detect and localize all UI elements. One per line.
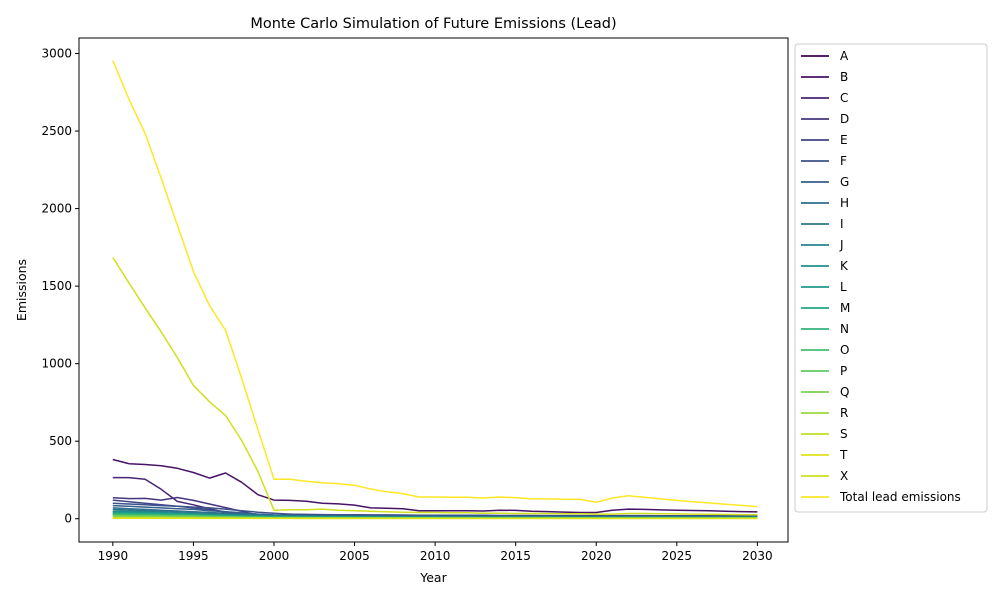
plot-area-frame [78,37,789,543]
x-tick-label: 2000 [259,549,290,563]
legend-label: O [840,343,849,357]
series-line [112,60,758,508]
legend-label: G [840,175,849,189]
y-tick-label: 1500 [41,279,72,293]
x-tick-label: 2010 [420,549,451,563]
x-axis: 1990 1995 2000 2005 2010 2015 2020 2025 2030 [98,542,773,563]
legend-label: D [840,112,849,126]
series-line [112,458,758,514]
x-tick-label: 2020 [581,549,612,563]
legend-label: T [839,448,848,462]
x-tick-label: 2030 [742,549,773,563]
y-tick-label: 2000 [41,202,72,216]
legend-label: L [840,280,847,294]
x-tick-label: 2015 [500,549,531,563]
y-axis: 0 500 1000 1500 2000 2500 3000 [41,47,79,526]
legend-label: R [840,406,848,420]
x-axis-title: Year [419,570,447,585]
x-tick-label: 1995 [178,549,209,563]
y-tick-label: 1000 [41,357,72,371]
legend-label: A [840,49,849,63]
legend-label: S [840,427,848,441]
legend-label: I [840,217,844,231]
series-line [112,502,758,517]
y-tick-label: 0 [64,512,72,526]
legend-label: F [840,154,847,168]
y-tick-label: 500 [49,434,72,448]
legend-label: P [840,364,847,378]
y-tick-label: 2500 [41,124,72,138]
plot-lines [112,60,758,520]
legend-label: J [839,238,844,252]
chart-title: Monte Carlo Simulation of Future Emissio… [250,16,616,32]
legend-label: M [840,301,850,315]
legend-label: N [840,322,849,336]
x-tick-label: 2005 [339,549,370,563]
y-axis-title: Emissions [14,259,29,321]
legend-label: Total lead emissions [839,490,961,504]
series-line [112,256,758,516]
legend-label: K [840,259,849,273]
legend-label: C [840,91,848,105]
legend-label: H [840,196,849,210]
x-tick-label: 2025 [662,549,693,563]
legend-label: E [840,133,848,147]
y-tick-label: 3000 [41,47,72,61]
legend-label: X [840,469,848,483]
legend-label: B [840,70,848,84]
legend-box [794,43,988,513]
x-tick-label: 1990 [98,549,129,563]
legend-label: Q [840,385,849,399]
